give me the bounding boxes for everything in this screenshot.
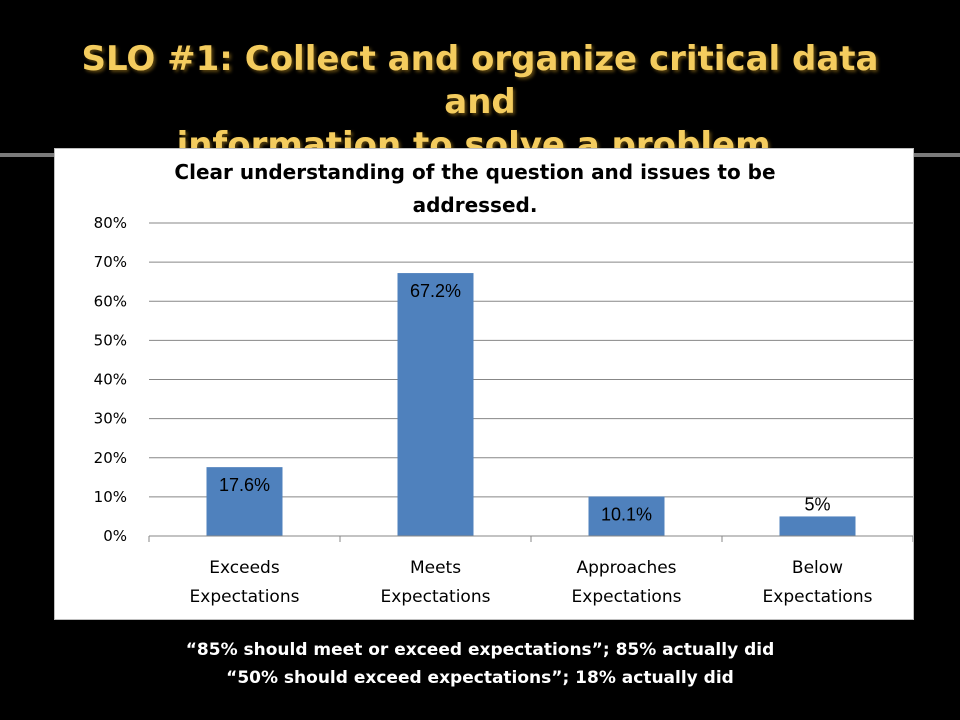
y-tick-label: 40% — [94, 371, 127, 389]
bar-1 — [397, 273, 474, 536]
y-tick-label: 20% — [94, 449, 127, 467]
category-label-0-2: Expectations — [190, 587, 300, 607]
chart-panel: Clear understanding of the question and … — [54, 148, 914, 620]
y-tick-label: 0% — [103, 527, 127, 545]
category-label-3-2: Expectations — [763, 587, 873, 607]
data-label-3: 5% — [804, 494, 830, 514]
bar-chart: Clear understanding of the question and … — [94, 160, 913, 607]
category-label-1-2: Expectations — [381, 587, 491, 607]
data-label-1: 67.2% — [410, 281, 461, 301]
category-label-2-1: Approaches — [576, 558, 676, 578]
data-label-2: 10.1% — [601, 504, 652, 524]
bars — [206, 273, 856, 536]
y-tick-label: 70% — [94, 253, 127, 271]
footnote-line-2: “50% should exceed expectations”; 18% ac… — [226, 668, 734, 688]
slide-title-line-1: SLO #1: Collect and organize critical da… — [81, 39, 879, 122]
y-tick-label: 10% — [94, 488, 127, 506]
category-label-0-1: Exceeds — [209, 558, 280, 578]
category-label-3-1: Below — [792, 558, 843, 578]
bar-3 — [779, 516, 856, 536]
data-label-0: 17.6% — [219, 475, 270, 495]
category-label-2-2: Expectations — [572, 587, 682, 607]
y-tick-label: 60% — [94, 292, 127, 310]
x-axis — [148, 535, 913, 542]
y-tick-label: 80% — [94, 214, 127, 232]
bar-0 — [206, 467, 283, 536]
footnote-line-1: “85% should meet or exceed expectations”… — [185, 640, 775, 660]
bar-2 — [588, 496, 665, 536]
y-tick-label: 30% — [94, 410, 127, 428]
category-labels: Exceeds Expectations Meets Expectations Appr… — [190, 558, 873, 607]
category-label-1-1: Meets — [410, 558, 461, 578]
chart-title-line-1: Clear understanding of the question and … — [174, 160, 775, 184]
chart-title-line-2: addressed. — [413, 193, 538, 217]
data-labels: 17.6% 67.2% 10.1% 5% — [219, 281, 831, 524]
chart-title: Clear understanding of the question and … — [174, 160, 775, 217]
y-axis-ticks: 0% 10% 20% 30% 40% 50% 60% 70% 80% — [94, 214, 127, 545]
y-tick-label: 50% — [94, 331, 127, 349]
